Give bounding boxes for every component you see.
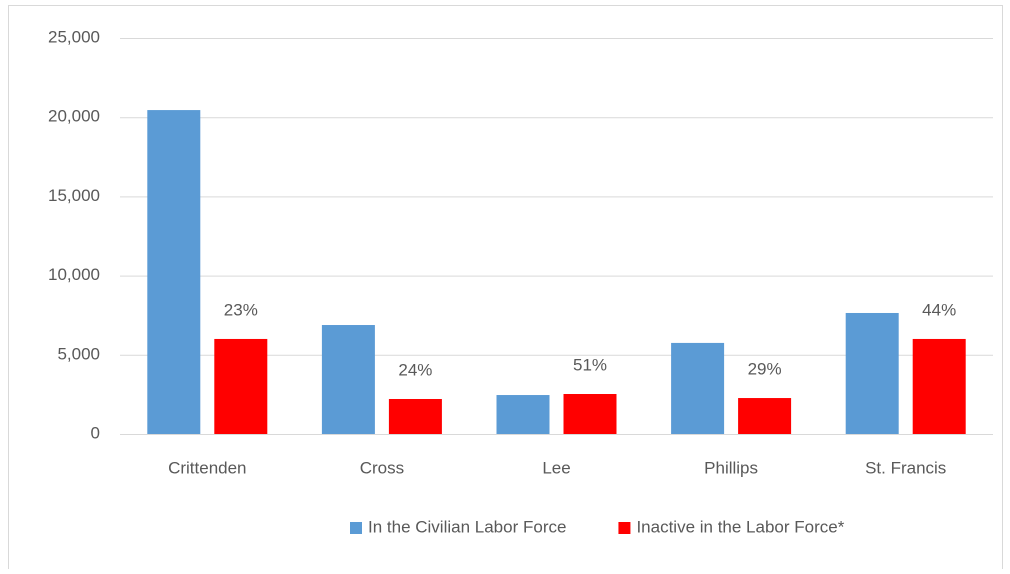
bar — [738, 398, 792, 434]
bar — [388, 398, 442, 434]
bar — [496, 395, 550, 434]
data-label: 51% — [573, 355, 607, 374]
y-tick-label: 25,000 — [48, 27, 100, 46]
data-label: 24% — [398, 360, 432, 379]
data-label: 44% — [922, 300, 956, 319]
data-label: 29% — [748, 360, 782, 379]
bar — [321, 325, 375, 434]
legend-label: In the Civilian Labor Force — [368, 517, 566, 536]
bar — [671, 342, 725, 434]
x-tick-label: St. Francis — [865, 458, 946, 477]
legend-label: Inactive in the Labor Force* — [636, 517, 844, 536]
bar — [845, 312, 899, 434]
bar — [147, 110, 201, 435]
bar — [912, 338, 966, 434]
y-tick-label: 10,000 — [48, 265, 100, 284]
x-tick-label: Cross — [360, 458, 404, 477]
legend-swatch — [350, 522, 362, 534]
bar — [214, 338, 268, 434]
y-tick-label: 20,000 — [48, 107, 100, 126]
y-tick-label: 0 — [91, 423, 100, 442]
x-tick-label: Crittenden — [168, 458, 246, 477]
legend-swatch — [618, 522, 631, 534]
x-tick-label: Phillips — [704, 458, 758, 477]
bar — [563, 394, 617, 434]
x-tick-label: Lee — [542, 458, 570, 477]
data-label: 23% — [224, 300, 258, 319]
y-tick-label: 15,000 — [48, 186, 100, 205]
y-tick-label: 5,000 — [57, 344, 100, 363]
